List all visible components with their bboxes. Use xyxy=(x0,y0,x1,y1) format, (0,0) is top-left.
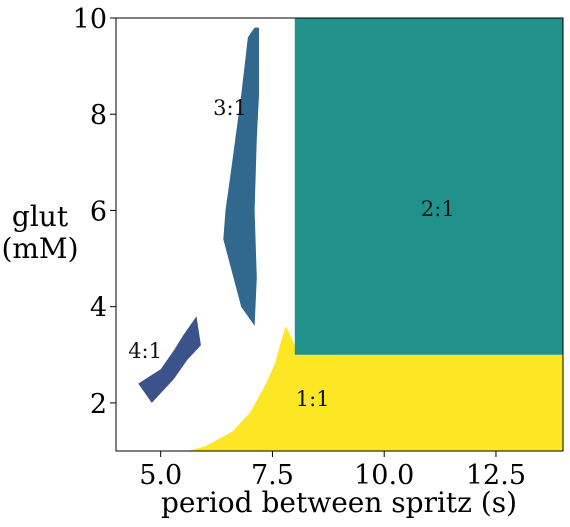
region-1-1 xyxy=(187,325,563,451)
annotation-3-1: 3:1 xyxy=(213,96,247,120)
y-axis-label-line2: (mM) xyxy=(1,232,78,265)
x-tick-label: 12.5 xyxy=(466,460,526,491)
region-2-1 xyxy=(294,18,563,355)
y-tick-label: 2 xyxy=(90,389,107,420)
y-tick-label: 6 xyxy=(90,196,107,227)
y-tick-label: 4 xyxy=(90,293,107,324)
x-tick-label: 10.0 xyxy=(354,460,414,491)
annotation-2-1: 2:1 xyxy=(421,197,455,221)
x-axis: 5.0 7.5 10.0 12.5 xyxy=(139,451,526,491)
plot-area xyxy=(138,18,563,451)
annotation-1-1: 1:1 xyxy=(296,387,330,411)
region-4-1 xyxy=(138,316,201,403)
x-axis-label: period between spritz (s) xyxy=(161,486,517,519)
annotation-4-1: 4:1 xyxy=(128,339,162,363)
x-tick-label: 7.5 xyxy=(251,460,294,491)
plot-frame xyxy=(115,17,564,452)
y-tick-label: 8 xyxy=(90,100,107,131)
y-tick-label: 10 xyxy=(73,4,107,35)
region-annotations: 3:1 2:1 4:1 1:1 xyxy=(128,96,454,411)
x-tick-label: 5.0 xyxy=(139,460,182,491)
region-3-1 xyxy=(223,27,259,326)
y-axis-label-line1: glut xyxy=(12,200,69,233)
y-axis: 2 4 6 8 10 xyxy=(73,4,116,420)
